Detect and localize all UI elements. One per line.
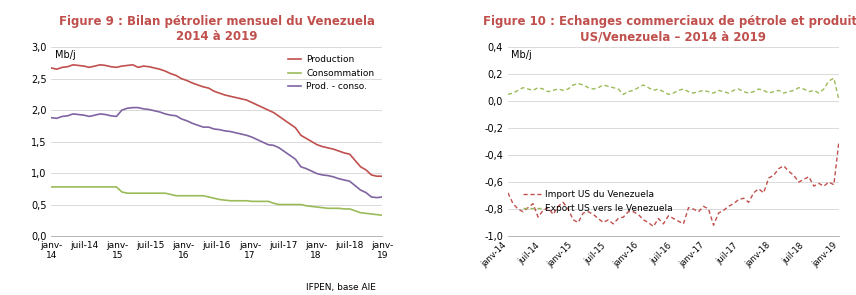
Text: Mb/j: Mb/j (55, 50, 75, 60)
Title: Figure 10 : Echanges commerciaux de pétrole et produits
US/Venezuela – 2014 à 20: Figure 10 : Echanges commerciaux de pétr… (483, 15, 856, 43)
Title: Figure 9 : Bilan pétrolier mensuel du Venezuela
2014 à 2019: Figure 9 : Bilan pétrolier mensuel du Ve… (59, 15, 375, 43)
Text: Mb/j: Mb/j (511, 50, 532, 60)
Text: IFPEN, base AIE: IFPEN, base AIE (306, 283, 376, 292)
Legend: Import US du Venezuela, Export US vers le Venezuela: Import US du Venezuela, Export US vers l… (519, 187, 676, 216)
Legend: Production, Consommation, Prod. - conso.: Production, Consommation, Prod. - conso. (284, 52, 377, 95)
